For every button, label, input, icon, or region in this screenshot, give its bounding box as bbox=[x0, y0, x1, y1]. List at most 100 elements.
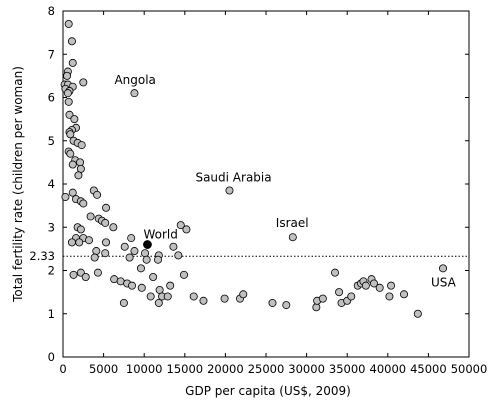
data-point bbox=[66, 130, 75, 139]
data-point bbox=[76, 158, 85, 167]
y-tick-label: 7 bbox=[48, 47, 55, 61]
data-point bbox=[67, 238, 76, 247]
y-tick-label: 0 bbox=[48, 350, 55, 364]
data-point bbox=[109, 223, 118, 232]
data-point bbox=[199, 296, 208, 305]
data-point bbox=[68, 160, 77, 169]
data-point bbox=[163, 292, 172, 301]
data-point bbox=[189, 292, 198, 301]
axes: 0 5000 10000 15000 20000 25000 30000 35000 40000… bbox=[48, 4, 488, 376]
data-point bbox=[439, 264, 448, 273]
x-tick-label: 10000 bbox=[126, 362, 163, 376]
data-point bbox=[79, 78, 88, 87]
data-point bbox=[86, 212, 95, 221]
data-point bbox=[220, 294, 229, 303]
y-tick-label: 1 bbox=[48, 307, 55, 321]
data-point bbox=[75, 238, 84, 247]
x-tick-label: 0 bbox=[59, 362, 66, 376]
x-tick-label: 45000 bbox=[410, 362, 447, 376]
annotation-label: Israel bbox=[276, 216, 309, 230]
data-point bbox=[77, 141, 86, 150]
data-point bbox=[335, 288, 344, 297]
data-point bbox=[225, 186, 234, 195]
data-point bbox=[76, 225, 85, 234]
data-point bbox=[92, 247, 101, 256]
x-tick-label: 15000 bbox=[167, 362, 204, 376]
world-data-point bbox=[143, 240, 152, 249]
data-point bbox=[169, 242, 178, 251]
data-point bbox=[101, 249, 110, 258]
data-point bbox=[288, 233, 297, 242]
data-point bbox=[102, 238, 111, 247]
x-tick-label: 5000 bbox=[89, 362, 118, 376]
data-point bbox=[282, 301, 291, 310]
data-point bbox=[69, 270, 78, 279]
data-point bbox=[130, 89, 139, 98]
data-point bbox=[90, 253, 99, 262]
data-point bbox=[64, 97, 73, 106]
data-point bbox=[387, 281, 396, 290]
data-point bbox=[239, 290, 248, 299]
data-point bbox=[93, 268, 102, 277]
data-points bbox=[60, 19, 448, 318]
annotation-label: Angola bbox=[114, 73, 155, 87]
y-axis-label: Total fertility rate (children per woman… bbox=[11, 66, 25, 303]
data-point bbox=[331, 268, 340, 277]
data-point bbox=[146, 292, 155, 301]
annotation-label: World bbox=[143, 228, 177, 242]
annotation-label: USA bbox=[431, 275, 457, 289]
data-point bbox=[125, 253, 134, 262]
data-point bbox=[179, 270, 188, 279]
data-point bbox=[68, 188, 77, 197]
data-point bbox=[81, 272, 90, 281]
data-point bbox=[137, 283, 146, 292]
data-point bbox=[369, 279, 378, 288]
data-point bbox=[166, 281, 175, 290]
y-tick-label: 5 bbox=[48, 134, 55, 148]
x-tick-label: 35000 bbox=[329, 362, 366, 376]
x-tick-label: 20000 bbox=[207, 362, 244, 376]
data-point bbox=[63, 89, 72, 98]
y-tick-label: 2 bbox=[48, 264, 55, 278]
data-point bbox=[84, 236, 93, 245]
data-point bbox=[74, 171, 83, 180]
data-point bbox=[67, 37, 76, 46]
data-point bbox=[136, 264, 145, 273]
data-point bbox=[174, 251, 183, 260]
y-tick-label: 8 bbox=[48, 4, 55, 18]
data-point bbox=[413, 309, 422, 318]
data-point bbox=[120, 242, 129, 251]
data-point bbox=[127, 234, 136, 243]
data-point bbox=[66, 149, 75, 158]
data-point bbox=[312, 303, 321, 312]
x-axis-label: GDP per capita (US$, 2009) bbox=[185, 384, 351, 398]
data-point bbox=[64, 19, 73, 28]
y-tick-label: 3 bbox=[48, 220, 55, 234]
data-point bbox=[375, 283, 384, 292]
annotations: Angola Saudi Arabia Israel USA World bbox=[114, 73, 456, 289]
data-point bbox=[318, 294, 327, 303]
y-tick-label: 6 bbox=[48, 91, 55, 105]
data-point bbox=[128, 281, 137, 290]
x-tick-label: 25000 bbox=[248, 362, 285, 376]
data-point bbox=[61, 192, 70, 201]
data-point bbox=[400, 290, 409, 299]
data-point bbox=[149, 272, 158, 281]
data-point bbox=[154, 255, 163, 264]
data-point bbox=[361, 281, 370, 290]
data-point bbox=[93, 190, 102, 199]
data-point bbox=[141, 249, 150, 258]
data-point bbox=[102, 203, 111, 212]
data-point bbox=[347, 292, 356, 301]
x-tick-label: 30000 bbox=[288, 362, 325, 376]
data-point bbox=[119, 298, 128, 307]
data-point bbox=[130, 247, 139, 256]
reference-line-label: 2.33 bbox=[29, 249, 55, 263]
x-tick-label: 40000 bbox=[370, 362, 407, 376]
data-point bbox=[79, 199, 88, 208]
x-tick-label: 50000 bbox=[451, 362, 488, 376]
data-point bbox=[70, 115, 79, 124]
data-point bbox=[101, 218, 110, 227]
